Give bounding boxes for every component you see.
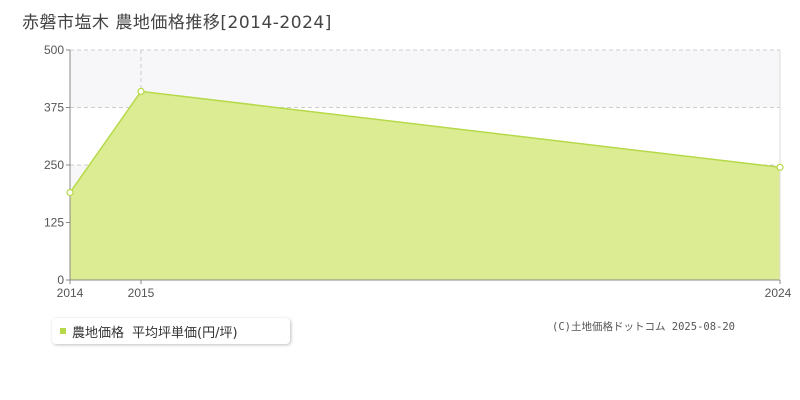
data-points [66,87,784,197]
x-tick-label: 2015 [128,286,155,300]
y-tick-label: 0 [57,273,64,287]
y-tick-label: 250 [44,158,64,172]
y-tick-label: 375 [44,101,64,115]
area-fill [70,91,780,281]
y-tick-label: 125 [44,216,64,230]
x-tick-label: 2024 [765,286,792,300]
y-tick-labels: 0 125 250 375 500 [44,43,64,287]
copyright-text: (C)土地価格ドットコム 2025-08-20 [552,321,736,333]
legend: 農地価格 平均坪単価(円/坪) [52,318,290,344]
legend-swatch [60,328,66,334]
chart-title: 赤磐市塩木 農地価格推移[2014-2024] [22,13,332,33]
legend-unit: 平均坪単価(円/坪) [132,325,238,341]
data-point [66,189,74,197]
data-point [137,87,145,96]
x-tick-labels: 2014 2015 2024 [57,286,792,300]
data-point [776,163,784,171]
y-tick-label: 500 [44,43,64,57]
legend-series-name: 農地価格 [72,325,125,341]
x-tick-label: 2014 [57,286,84,300]
